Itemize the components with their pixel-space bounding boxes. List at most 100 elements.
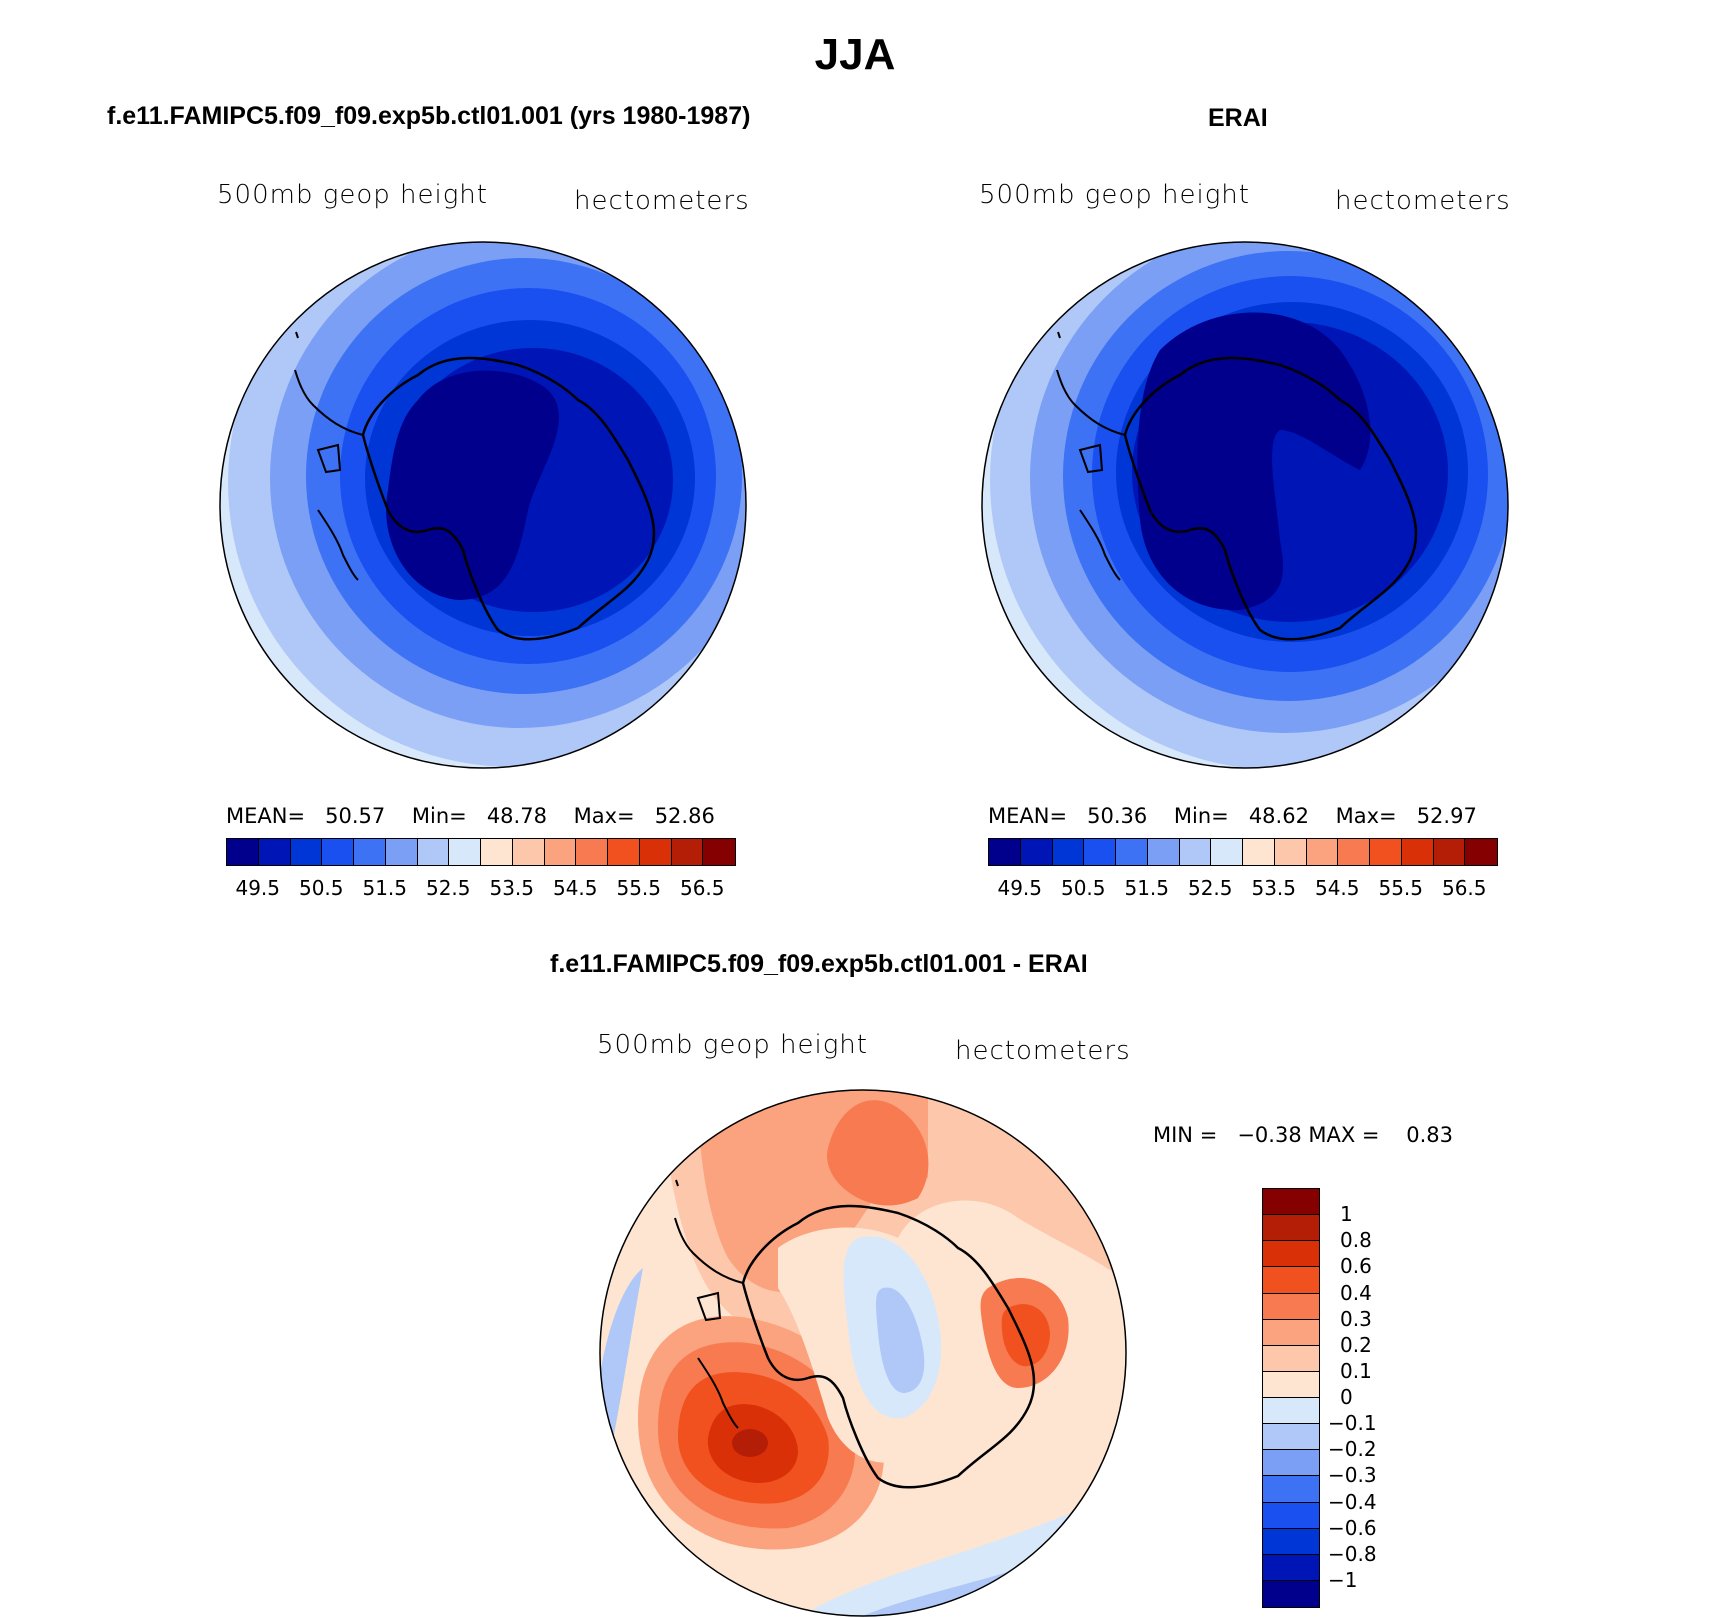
- right-colorbar-swatch: [1147, 839, 1180, 865]
- right-mean-value: 50.36: [1087, 804, 1148, 828]
- diff-colorbar-tick-label: 0.4: [1340, 1280, 1372, 1305]
- diff-colorbar-swatch: [1263, 1554, 1319, 1581]
- left-colorbar-swatch: [639, 839, 672, 865]
- left-colorbar-tick-label: 50.5: [298, 876, 344, 900]
- diff-max-value: 0.83: [1406, 1123, 1453, 1147]
- right-colorbar-swatch: [1084, 839, 1116, 865]
- diff-colorbar-tick-label: −0.1: [1328, 1411, 1377, 1436]
- diff-colorbar-tick-label: 1: [1340, 1202, 1353, 1227]
- right-variable-label: 500mb geop height: [979, 180, 1250, 210]
- left-colorbar-swatch: [449, 839, 481, 865]
- left-colorbar-tick-label: 53.5: [489, 876, 535, 900]
- left-colorbar-tick-label: 49.5: [235, 876, 281, 900]
- diff-polar-map: [599, 1089, 1127, 1617]
- left-colorbar-ticks: 49.5 50.5 51.5 52.5 53.5 54.5 55.5 56.5: [226, 876, 734, 902]
- right-stats: MEAN= 50.36 Min= 48.62 Max= 52.97: [988, 804, 1477, 828]
- left-polar-map: [219, 241, 747, 769]
- diff-colorbar-swatch: [1263, 1345, 1319, 1372]
- diff-panel-title: f.e11.FAMIPC5.f09_f09.exp5b.ctl01.001 - …: [550, 950, 1088, 978]
- left-max-value: 52.86: [654, 804, 715, 828]
- right-colorbar-swatch: [1179, 839, 1212, 865]
- figure-title: JJA: [814, 30, 896, 79]
- left-colorbar-tick-label: 51.5: [362, 876, 408, 900]
- right-colorbar-swatch: [1401, 839, 1434, 865]
- left-colorbar-swatch: [385, 839, 418, 865]
- left-min-label: Min=: [411, 804, 467, 828]
- right-colorbar-swatch: [1465, 839, 1497, 865]
- right-colorbar-swatch: [1116, 839, 1148, 865]
- diff-max-label: MAX =: [1308, 1123, 1380, 1147]
- diff-colorbar-swatch: [1263, 1189, 1319, 1216]
- diff-colorbar-swatch: [1263, 1502, 1319, 1529]
- right-colorbar-swatch: [1306, 839, 1339, 865]
- left-colorbar: [226, 838, 736, 866]
- diff-colorbar-swatch: [1263, 1450, 1319, 1477]
- right-min-value: 48.62: [1248, 804, 1309, 828]
- right-colorbar-swatch: [1020, 839, 1053, 865]
- right-colorbar-ticks: 49.5 50.5 51.5 52.5 53.5 54.5 55.5 56.5: [988, 876, 1496, 902]
- left-colorbar-tick-label: 56.5: [679, 876, 725, 900]
- diff-colorbar-tick-label: −0.4: [1328, 1489, 1377, 1514]
- right-colorbar-swatch: [1211, 839, 1243, 865]
- left-colorbar-swatch: [322, 839, 354, 865]
- right-polar-map: [981, 241, 1509, 769]
- right-colorbar-tick-label: 49.5: [997, 876, 1043, 900]
- left-mean-label: MEAN=: [226, 804, 306, 828]
- right-min-label: Min=: [1173, 804, 1229, 828]
- diff-colorbar-swatch: [1263, 1528, 1319, 1555]
- right-colorbar-tick-label: 53.5: [1251, 876, 1297, 900]
- diff-colorbar-tick-label: 0.2: [1340, 1332, 1372, 1357]
- diff-units-label: hectometers: [955, 1036, 1131, 1066]
- diff-colorbar-swatch: [1263, 1241, 1319, 1268]
- diff-colorbar-tick-label: −0.2: [1328, 1437, 1377, 1462]
- left-colorbar-swatch: [481, 839, 513, 865]
- diff-colorbar-swatch: [1263, 1580, 1319, 1607]
- right-panel-title: ERAI: [1208, 104, 1268, 132]
- diff-colorbar-swatch: [1263, 1215, 1319, 1242]
- right-colorbar-tick-label: 50.5: [1060, 876, 1106, 900]
- left-colorbar-swatch: [258, 839, 291, 865]
- left-colorbar-tick-label: 55.5: [616, 876, 662, 900]
- right-colorbar-swatch: [1243, 839, 1275, 865]
- diff-colorbar-tick-label: 0.8: [1340, 1228, 1372, 1253]
- diff-colorbar-swatch: [1263, 1398, 1319, 1425]
- left-colorbar-tick-label: 52.5: [425, 876, 471, 900]
- left-colorbar-swatch: [608, 839, 640, 865]
- left-colorbar-swatch: [576, 839, 608, 865]
- right-colorbar-tick-label: 51.5: [1124, 876, 1170, 900]
- diff-colorbar-tick-label: −0.3: [1328, 1463, 1377, 1488]
- diff-colorbar-tick-label: 0.3: [1340, 1306, 1372, 1331]
- right-colorbar: [988, 838, 1498, 866]
- left-mean-value: 50.57: [325, 804, 386, 828]
- right-max-label: Max=: [1335, 804, 1397, 828]
- diff-colorbar-swatch: [1263, 1319, 1319, 1346]
- left-variable-label: 500mb geop height: [217, 180, 488, 210]
- right-colorbar-swatch: [1338, 839, 1370, 865]
- diff-min-value: −0.38: [1237, 1123, 1302, 1147]
- diff-colorbar-swatch: [1263, 1267, 1319, 1294]
- left-units-label: hectometers: [574, 186, 750, 216]
- diff-colorbar-swatch: [1263, 1424, 1319, 1451]
- right-colorbar-swatch: [1274, 839, 1307, 865]
- left-colorbar-swatch: [354, 839, 386, 865]
- left-colorbar-swatch: [417, 839, 450, 865]
- diff-colorbar-tick-label: −0.8: [1328, 1541, 1377, 1566]
- diff-colorbar-tick-label: 0.1: [1340, 1358, 1372, 1383]
- right-colorbar-tick-label: 55.5: [1378, 876, 1424, 900]
- left-panel-title: f.e11.FAMIPC5.f09_f09.exp5b.ctl01.001 (y…: [107, 102, 751, 130]
- left-colorbar-swatch: [671, 839, 704, 865]
- right-colorbar-tick-label: 54.5: [1314, 876, 1360, 900]
- diff-variable-label: 500mb geop height: [597, 1030, 868, 1060]
- left-colorbar-swatch: [227, 839, 259, 865]
- diff-colorbar: [1262, 1188, 1320, 1608]
- left-stats: MEAN= 50.57 Min= 48.78 Max= 52.86: [226, 804, 715, 828]
- left-min-value: 48.78: [486, 804, 547, 828]
- right-colorbar-swatch: [989, 839, 1021, 865]
- left-colorbar-swatch: [703, 839, 735, 865]
- diff-colorbar-tick-label: −1: [1328, 1567, 1358, 1592]
- diff-colorbar-swatch: [1263, 1476, 1319, 1503]
- diff-stats: MIN = −0.38 MAX = 0.83: [1153, 1123, 1453, 1147]
- right-colorbar-swatch: [1433, 839, 1466, 865]
- left-colorbar-swatch: [544, 839, 577, 865]
- right-mean-label: MEAN=: [988, 804, 1068, 828]
